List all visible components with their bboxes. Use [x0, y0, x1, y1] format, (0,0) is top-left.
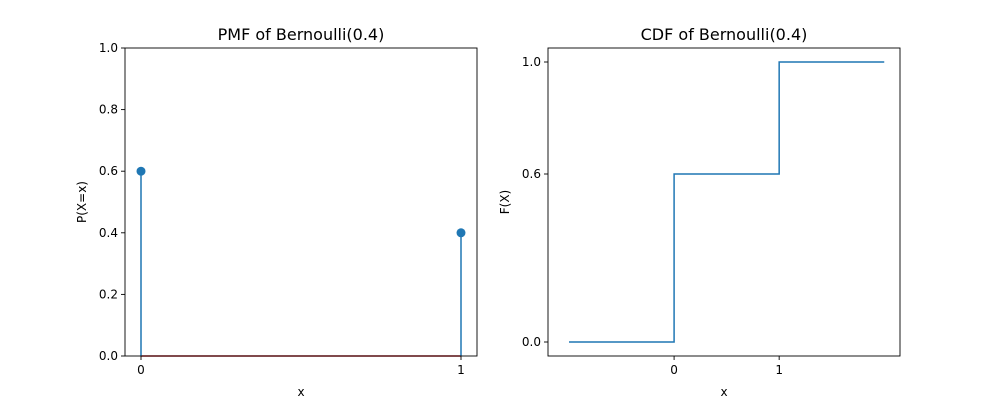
pmf-ytick-label: 1.0: [99, 41, 118, 55]
cdf-step-line: [569, 61, 885, 343]
pmf-ytick-label: 0.0: [99, 349, 118, 363]
pmf-title: PMF of Bernoulli(0.4): [218, 25, 385, 44]
pmf-axes-frame: [124, 47, 478, 357]
pmf-point: [136, 166, 146, 176]
pmf-ytick-label: 0.2: [99, 287, 118, 301]
cdf-marks: [569, 61, 885, 343]
cdf-ytick-label: 0.0: [522, 335, 541, 349]
cdf-ytick-label: 1.0: [522, 55, 541, 69]
pmf-ytick-label: 0.4: [99, 226, 118, 240]
cdf-xtick-label: 0: [670, 363, 678, 377]
cdf-xlabel: x: [720, 385, 727, 399]
cdf-ylabel: F(X): [498, 190, 512, 215]
cdf-xtick-label: 1: [775, 363, 783, 377]
pmf-marks: [136, 166, 466, 357]
cdf-title: CDF of Bernoulli(0.4): [641, 25, 808, 44]
pmf-ylabel: P(X=x): [75, 181, 89, 223]
pmf-yticks: 0.0 0.2 0.4 0.6 0.8 1.0: [99, 41, 125, 363]
cdf-yticks: 0.0 0.6 1.0: [522, 55, 548, 349]
pmf-ytick-label: 0.8: [99, 103, 118, 117]
pmf-xtick-label: 1: [457, 363, 465, 377]
pmf-xtick-label: 0: [137, 363, 145, 377]
pmf-point: [456, 228, 466, 238]
pmf-ytick-label: 0.6: [99, 164, 118, 178]
pmf-xlabel: x: [297, 385, 304, 399]
cdf-ytick-label: 0.6: [522, 167, 541, 181]
cdf-axes-frame: [547, 47, 901, 357]
